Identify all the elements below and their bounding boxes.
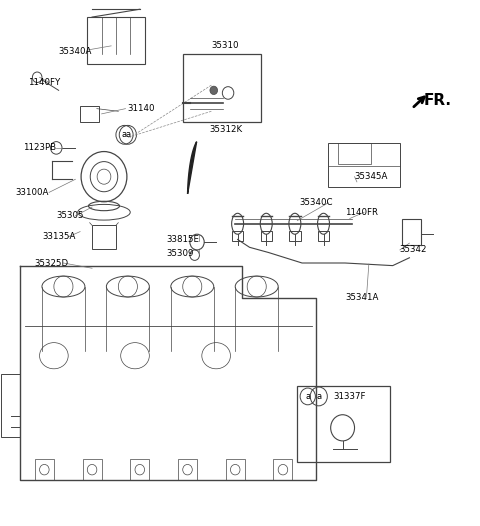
Bar [289, 231, 300, 240]
Bar [183, 54, 262, 122]
Bar [318, 231, 329, 240]
Bar [261, 231, 272, 240]
Bar [130, 459, 149, 480]
Bar [338, 143, 371, 164]
Bar [178, 459, 197, 480]
Polygon shape [188, 141, 197, 194]
Text: 33815E: 33815E [166, 235, 199, 244]
Text: a: a [305, 392, 311, 401]
Text: 35342: 35342 [400, 246, 427, 255]
Bar [83, 459, 102, 480]
Text: 1123PB: 1123PB [23, 144, 56, 153]
Text: 35309: 35309 [166, 249, 193, 258]
Bar [297, 386, 390, 462]
Text: a: a [316, 392, 321, 401]
Text: 35325D: 35325D [35, 258, 69, 268]
Text: 35305: 35305 [56, 211, 84, 220]
Bar [226, 459, 245, 480]
Bar [274, 459, 292, 480]
Bar [35, 459, 54, 480]
Bar [402, 218, 421, 245]
Bar [328, 143, 400, 187]
Text: 1140FR: 1140FR [345, 208, 378, 217]
Bar [232, 231, 243, 240]
Bar [80, 106, 99, 122]
Text: 33100A: 33100A [16, 188, 49, 197]
Text: 31140: 31140 [128, 104, 156, 113]
Text: a: a [125, 130, 131, 139]
Text: 31337F: 31337F [333, 392, 366, 401]
Text: 1140FY: 1140FY [28, 78, 60, 87]
Text: 35310: 35310 [211, 42, 239, 50]
Text: 35340A: 35340A [59, 47, 92, 56]
Text: 35312K: 35312K [209, 125, 242, 134]
Text: 35345A: 35345A [355, 172, 388, 181]
Bar [92, 225, 116, 249]
Text: FR.: FR. [424, 93, 452, 108]
Bar [87, 17, 144, 64]
Text: 35341A: 35341A [345, 292, 378, 301]
Text: 33135A: 33135A [42, 232, 75, 241]
Circle shape [210, 86, 217, 95]
Bar [1, 375, 21, 437]
Text: a: a [122, 130, 127, 139]
Text: 35340C: 35340C [300, 198, 333, 207]
